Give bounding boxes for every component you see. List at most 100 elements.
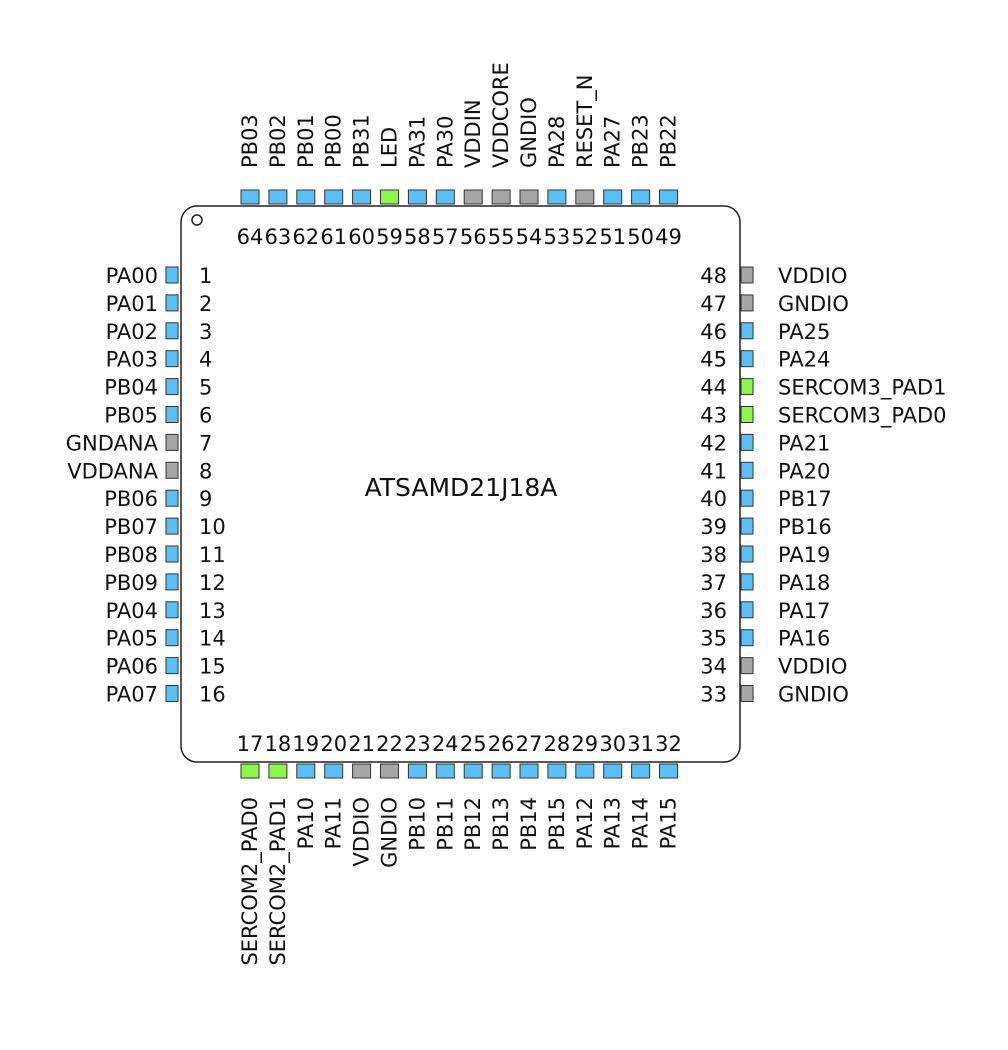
pin-number: 46 [700, 320, 727, 344]
pin-label: SERCOM3_PAD0 [778, 404, 947, 429]
pin-5: 5 PB04 [104, 376, 212, 400]
pin-label: SERCOM2_PAD1 [266, 797, 291, 966]
pin-58: 58 PA31 [404, 116, 431, 249]
pin-label: PA13 [601, 797, 625, 849]
pin-number: 34 [700, 655, 727, 679]
pin-label: VDDANA [67, 459, 158, 483]
pin-pad [519, 189, 539, 205]
pin-label: PB04 [104, 376, 158, 400]
pin-number: 28 [544, 732, 571, 756]
pin-label: PB11 [433, 797, 457, 851]
pin-51: 51 PA27 [599, 116, 626, 249]
pin-number: 12 [199, 571, 226, 595]
pin-number: 29 [571, 732, 598, 756]
pin-pad [740, 489, 754, 507]
pin-47: 47 GNDIO [700, 292, 849, 316]
pin-pad [740, 378, 754, 396]
pin-number: 9 [199, 487, 212, 511]
pin-pad [407, 189, 427, 205]
pin-label: PB07 [104, 515, 158, 539]
pin-label: PB05 [104, 404, 158, 428]
chip-body [180, 205, 741, 763]
pin-20: 20 PA11 [320, 732, 347, 849]
pin-number: 32 [655, 732, 682, 756]
pin-number: 42 [700, 431, 727, 455]
pin-43: 43 SERCOM3_PAD0 [700, 404, 946, 429]
pin-26: 26 PB13 [488, 732, 515, 851]
pin-pad [165, 489, 179, 507]
pin-pad [352, 763, 372, 779]
pin-62: 62 PB01 [292, 114, 319, 249]
pin-39: 39 PB16 [700, 515, 832, 539]
pin-number: 1 [199, 264, 212, 288]
pin-number: 15 [199, 655, 226, 679]
pin-32: 32 PA15 [655, 732, 682, 849]
pin-pad [165, 294, 179, 312]
pin-61: 61 PB00 [320, 114, 347, 249]
pin-number: 54 [516, 225, 543, 249]
pin-pad [240, 763, 260, 779]
pin-pad [165, 266, 179, 284]
pin-pad [575, 189, 595, 205]
pin-pad [740, 266, 754, 284]
pin-11: 11 PB08 [104, 543, 226, 567]
pin-label: PB06 [104, 487, 158, 511]
pin-pad [740, 685, 754, 702]
pin-pad [165, 601, 179, 619]
pin-number: 53 [544, 225, 571, 249]
pin-pad [296, 763, 316, 779]
pin-49: 49 PB22 [655, 114, 682, 249]
pin-label: GNDANA [66, 431, 159, 455]
pin-number: 59 [376, 225, 403, 249]
pin-pad [659, 189, 678, 205]
pin-label: PB01 [294, 114, 318, 168]
pin-pad [165, 406, 179, 423]
pin-33: 33 GNDIO [700, 683, 849, 707]
pin-4: 4 PA03 [106, 348, 213, 372]
pin-number: 35 [700, 627, 727, 651]
pin-25: 25 PB12 [460, 732, 487, 851]
pin-9: 9 PB06 [104, 487, 212, 511]
pin-label: GNDIO [778, 683, 849, 707]
pin-23: 23 PB10 [404, 732, 431, 851]
pin-pad [740, 461, 754, 479]
pin-number: 51 [599, 225, 626, 249]
pin-37: 37 PA18 [700, 571, 830, 595]
pin-pad [491, 763, 511, 779]
pin-number: 22 [376, 732, 403, 756]
pin-number: 5 [199, 376, 212, 400]
pin-number: 18 [265, 732, 292, 756]
pin-number: 8 [199, 459, 212, 483]
pin-17: 17 SERCOM2_PAD0 [237, 732, 264, 966]
pin-59: 59 LED [376, 127, 403, 249]
pin-pad [740, 294, 754, 312]
pin-pad [268, 189, 288, 205]
pin-label: PA25 [778, 320, 830, 344]
pin-50: 50 PB23 [627, 114, 654, 249]
pin-number: 55 [488, 225, 515, 249]
pin-8: 8 VDDANA [67, 459, 212, 483]
pin-3: 3 PA02 [106, 320, 213, 344]
pin-label: PB00 [322, 114, 346, 168]
pin-number: 52 [571, 225, 598, 249]
pin-label: PA01 [106, 292, 158, 316]
pin-label: GNDIO [378, 797, 402, 868]
pin-44: 44 SERCOM3_PAD1 [700, 376, 946, 401]
pin-label: PA07 [106, 683, 158, 707]
pin-number: 57 [432, 225, 459, 249]
pin-pad [519, 763, 539, 779]
pin-38: 38 PA19 [700, 543, 830, 567]
pin-label: PA20 [778, 459, 830, 483]
pin-number: 11 [199, 543, 226, 567]
pin-pad [740, 350, 754, 368]
pin-label: PB13 [489, 797, 513, 851]
pin-label: PB23 [629, 114, 653, 168]
pin-number: 27 [516, 732, 543, 756]
pin-label: PA04 [106, 599, 158, 623]
pin-27: 27 PB14 [516, 732, 543, 851]
pin-pad [547, 763, 567, 779]
pin-number: 7 [199, 431, 212, 455]
pin-number: 58 [404, 225, 431, 249]
pin-label: PA15 [657, 797, 681, 849]
pin-number: 33 [700, 683, 727, 707]
